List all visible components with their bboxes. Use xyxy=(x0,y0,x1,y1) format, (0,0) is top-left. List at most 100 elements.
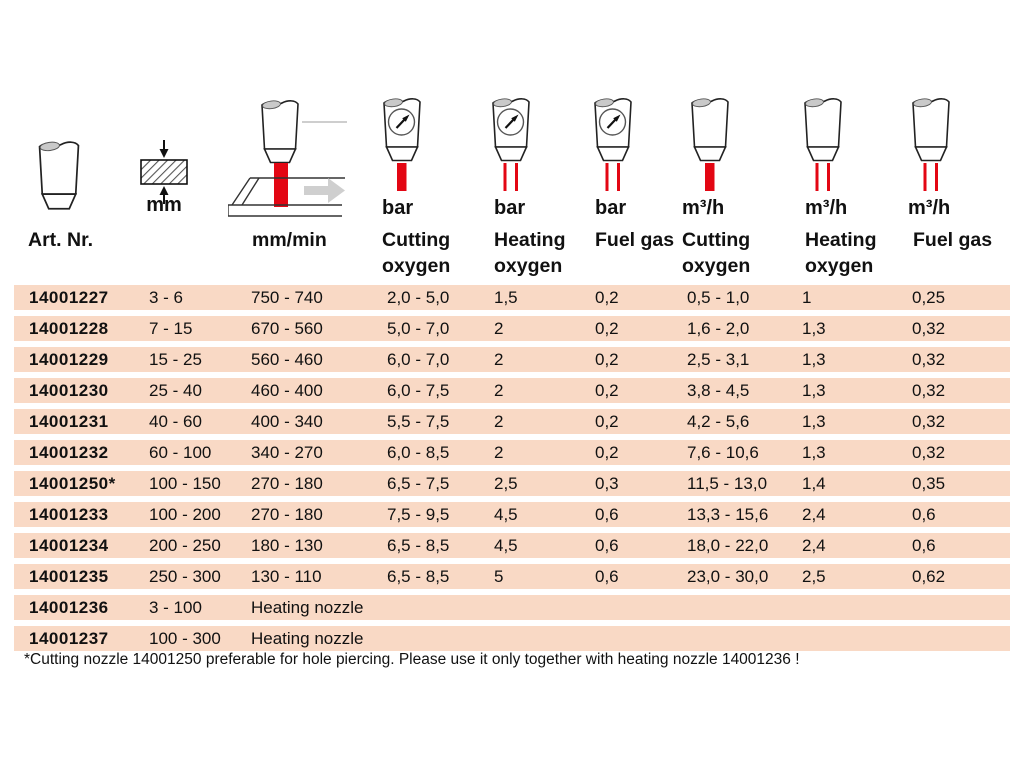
cell-mm: 25 - 40 xyxy=(149,381,202,400)
cell-bar_fuel: 0,6 xyxy=(595,536,619,555)
cell-bar_fuel: 0,3 xyxy=(595,474,619,493)
cell-bar_fuel: 0,2 xyxy=(595,288,619,307)
cell-m3_cut: 23,0 - 30,0 xyxy=(687,567,769,586)
table-row: 14001229 15 - 25 560 - 460 6,0 - 7,0 2 0,2 2,5… xyxy=(14,347,1010,372)
cell-art: 14001229 xyxy=(29,350,109,369)
nozzle-single-jet-icon xyxy=(691,97,729,191)
cell-art: 14001228 xyxy=(29,319,109,338)
cell-bar_fuel: 0,6 xyxy=(595,567,619,586)
cell-bar_cut: 7,5 - 9,5 xyxy=(387,505,450,524)
unit-label-bar-fuel: bar xyxy=(595,197,627,219)
cell-mm: 60 - 100 xyxy=(149,443,212,462)
cell-m3_cut: 7,6 - 10,6 xyxy=(687,443,759,462)
cell-bar_heat: 2 xyxy=(494,381,504,400)
cell-speed: 560 - 460 xyxy=(251,350,323,369)
cell-m3_heat: 1,3 xyxy=(802,381,826,400)
column-header-m3h-cutting-oxygen: Cutting oxygen xyxy=(682,229,751,277)
cell-bar_heat: 2 xyxy=(494,443,504,462)
column-header-m3h-heating-oxygen: Heating oxygen xyxy=(805,229,877,277)
column-header-bar-cutting-oxygen: Cutting oxygen xyxy=(382,229,451,277)
cell-mm: 15 - 25 xyxy=(149,350,202,369)
cell-art: 14001234 xyxy=(29,536,109,555)
cell-m3_fuel: 0,32 xyxy=(912,412,946,431)
cell-m3_cut: 13,3 - 15,6 xyxy=(687,505,769,524)
cell-m3_heat: 1,3 xyxy=(802,350,826,369)
cell-bar_heat: 2 xyxy=(494,412,504,431)
cell-bar_heat: 5 xyxy=(494,567,504,586)
cell-m3_fuel: 0,32 xyxy=(912,443,946,462)
column-header-mm-min: mm/min xyxy=(252,229,327,251)
cell-speed: Heating nozzle xyxy=(251,629,364,648)
footnote: *Cutting nozzle 14001250 preferable for … xyxy=(24,651,800,668)
cell-bar_cut: 2,0 - 5,0 xyxy=(387,288,450,307)
column-header-bar-fuel-gas: Fuel gas xyxy=(595,229,675,251)
cell-speed: 270 - 180 xyxy=(251,474,323,493)
cell-speed: 180 - 130 xyxy=(251,536,323,555)
cell-bar_cut: 6,0 - 8,5 xyxy=(387,443,450,462)
cell-m3_heat: 1,3 xyxy=(802,412,826,431)
cell-m3_fuel: 0,35 xyxy=(912,474,946,493)
cell-m3_fuel: 0,62 xyxy=(912,567,946,586)
cell-speed: Heating nozzle xyxy=(251,598,364,617)
table-row: 14001237 100 - 300 Heating nozzle xyxy=(14,626,1010,651)
cell-bar_fuel: 0,2 xyxy=(595,443,619,462)
cell-m3_heat: 1,3 xyxy=(802,319,826,338)
cell-bar_cut: 5,5 - 7,5 xyxy=(387,412,450,431)
cell-mm: 3 - 6 xyxy=(149,288,184,307)
cell-m3_fuel: 0,32 xyxy=(912,319,946,338)
cell-bar_fuel: 0,2 xyxy=(595,319,619,338)
cell-m3_cut: 0,5 - 1,0 xyxy=(687,288,750,307)
table-row: 14001234 200 - 250 180 - 130 6,5 - 8,5 4,5 0,… xyxy=(14,533,1010,558)
cell-bar_heat: 1,5 xyxy=(494,288,518,307)
cell-art: 14001235 xyxy=(29,567,109,586)
table-row: 14001233 100 - 200 270 - 180 7,5 - 9,5 4,5 0,… xyxy=(14,502,1010,527)
cell-art: 14001233 xyxy=(29,505,109,524)
cell-m3_heat: 2,4 xyxy=(802,536,826,555)
cell-bar_cut: 6,5 - 8,5 xyxy=(387,536,450,555)
column-header-bar-heating-oxygen: Heating oxygen xyxy=(494,229,566,277)
table-row: 14001230 25 - 40 460 - 400 6,0 - 7,5 2 0,2 3,8… xyxy=(14,378,1010,403)
cell-art: 14001227 xyxy=(29,288,109,307)
cell-bar_heat: 2 xyxy=(494,319,504,338)
cell-mm: 100 - 150 xyxy=(149,474,221,493)
cutting-speed-icon xyxy=(228,99,347,217)
cell-m3_fuel: 0,32 xyxy=(912,381,946,400)
cell-bar_heat: 2 xyxy=(494,350,504,369)
cell-art: 14001230 xyxy=(29,381,109,400)
cell-art: 14001232 xyxy=(29,443,109,462)
cell-bar_cut: 6,5 - 8,5 xyxy=(387,567,450,586)
cell-mm: 3 - 100 xyxy=(149,598,202,617)
cell-bar_heat: 4,5 xyxy=(494,505,518,524)
unit-label-bar-heating: bar xyxy=(494,197,526,219)
unit-label-m3h-fuel: m³/h xyxy=(908,197,951,219)
cell-mm: 250 - 300 xyxy=(149,567,221,586)
material-thickness-icon xyxy=(140,140,188,204)
table-row: 14001227 3 - 6 750 - 740 2,0 - 5,0 1,5 0,2 0,5… xyxy=(14,285,1010,310)
cell-m3_heat: 1,4 xyxy=(802,474,826,493)
cell-m3_fuel: 0,25 xyxy=(912,288,946,307)
cell-bar_cut: 5,0 - 7,0 xyxy=(387,319,450,338)
table-row: 14001232 60 - 100 340 - 270 6,0 - 8,5 2 0,2 7,… xyxy=(14,440,1010,465)
cell-art: 14001237 xyxy=(29,629,109,648)
cell-speed: 750 - 740 xyxy=(251,288,323,307)
column-header-art-nr: Art. Nr. xyxy=(28,229,94,251)
cell-speed: 130 - 110 xyxy=(251,567,322,586)
cell-mm: 200 - 250 xyxy=(149,536,221,555)
cell-mm: 7 - 15 xyxy=(149,319,193,338)
cell-art: 14001250* xyxy=(29,474,116,493)
gauge-nozzle-single-jet-icon xyxy=(383,97,421,191)
gauge-nozzle-double-jet-icon xyxy=(492,97,530,191)
cell-m3_fuel: 0,6 xyxy=(912,505,936,524)
cell-m3_cut: 3,8 - 4,5 xyxy=(687,381,750,400)
nozzle-double-jet-icon xyxy=(912,97,950,191)
cell-bar_cut: 6,0 - 7,0 xyxy=(387,350,450,369)
cell-m3_fuel: 0,32 xyxy=(912,350,946,369)
cell-m3_cut: 18,0 - 22,0 xyxy=(687,536,769,555)
cell-m3_cut: 11,5 - 13,0 xyxy=(687,474,768,493)
table-row: 14001235 250 - 300 130 - 110 6,5 - 8,5 5 0,6 2… xyxy=(14,564,1010,589)
column-header-mm: mm xyxy=(146,194,182,216)
cell-mm: 100 - 300 xyxy=(149,629,221,648)
table-row: 14001236 3 - 100 Heating nozzle xyxy=(14,595,1010,620)
cell-bar_cut: 6,5 - 7,5 xyxy=(387,474,450,493)
